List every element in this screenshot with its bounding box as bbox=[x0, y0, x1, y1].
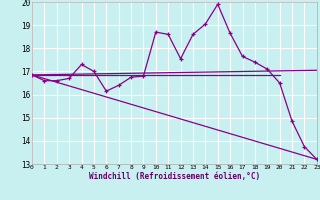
X-axis label: Windchill (Refroidissement éolien,°C): Windchill (Refroidissement éolien,°C) bbox=[89, 172, 260, 181]
